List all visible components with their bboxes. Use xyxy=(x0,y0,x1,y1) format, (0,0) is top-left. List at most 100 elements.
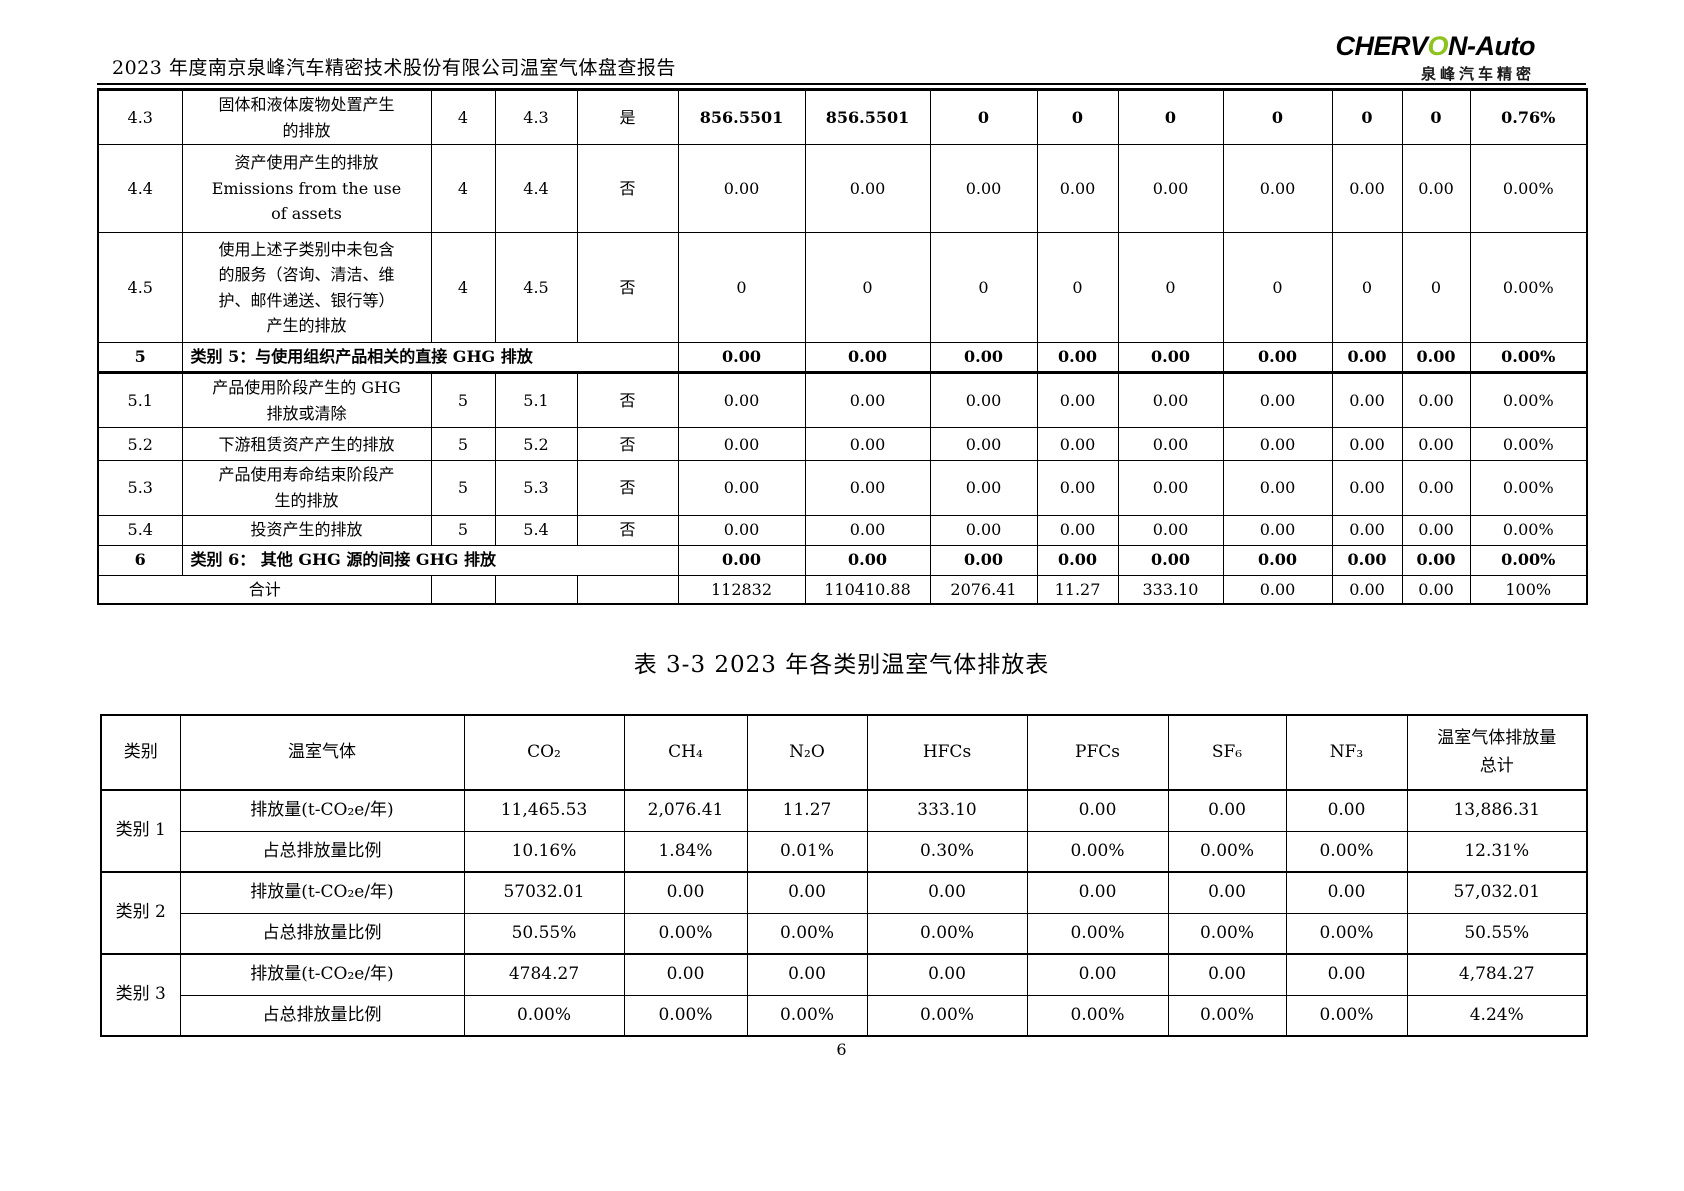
cell: 5 xyxy=(430,460,496,516)
table-row: 5.4 投资产生的排放 5 5.4 否 0.00 0.00 0.00 0.00 … xyxy=(97,514,1588,546)
total-row: 合计 112832 110410.88 2076.41 11.27 333.10… xyxy=(97,574,1588,605)
cell: 否 xyxy=(576,460,679,516)
category-name-cell: 类别 5：与使用组织产品相关的直接 GHG 排放 xyxy=(181,342,679,375)
value-cell: 0.00% xyxy=(1469,144,1588,234)
value-cell: 0.00 xyxy=(929,372,1038,429)
value-cell: 0.00 xyxy=(929,460,1038,516)
value-cell: 0.00 xyxy=(1222,574,1333,605)
cell: 4.4 xyxy=(494,144,578,234)
value-cell: 0.00 xyxy=(1167,871,1287,914)
value-cell: 0.00% xyxy=(1469,544,1588,576)
category-label-cell: 类别 1 xyxy=(100,789,181,873)
value-cell: 0.00 xyxy=(1167,789,1287,832)
value-cell: 0.00% xyxy=(1285,912,1408,955)
header-cell: 温室气体 xyxy=(179,714,465,791)
value-cell: 0.00 xyxy=(804,544,931,576)
cell: 否 xyxy=(576,514,679,546)
value-cell: 0.00 xyxy=(804,342,931,375)
category-1-share-row: 占总排放量比例 10.16% 1.84% 0.01% 0.30% 0.00% 0… xyxy=(101,830,1588,873)
value-cell: 0.00 xyxy=(1331,427,1403,462)
value-cell: 0.00 xyxy=(1036,342,1119,375)
value-cell: 0.00% xyxy=(1469,372,1588,429)
empty-cell xyxy=(494,574,578,605)
metric-label-cell: 占总排放量比例 xyxy=(179,994,465,1037)
value-cell: 0.00 xyxy=(677,342,806,375)
value-cell: 0.00 xyxy=(804,514,931,546)
value-cell: 333.10 xyxy=(1117,574,1224,605)
table-row: 5.1 产品使用阶段产生的 GHG 排放或清除 5 5.1 否 0.00 0.0… xyxy=(97,372,1588,429)
value-cell: 0.00 xyxy=(1401,427,1471,462)
value-cell: 0.00 xyxy=(1222,514,1333,546)
header-row: 类别 温室气体 CO₂ CH₄ N₂O HFCs PFCs SF₆ NF₃ 温室… xyxy=(100,714,1588,791)
value-cell: 0.00 xyxy=(804,144,931,234)
value-cell: 0.00 xyxy=(866,871,1028,914)
value-cell: 0.00% xyxy=(746,994,868,1037)
value-cell: 0.00% xyxy=(866,994,1028,1037)
row-id-cell: 6 xyxy=(97,544,183,576)
page-number: 6 xyxy=(836,1040,847,1059)
value-cell: 50.55% xyxy=(1406,912,1588,955)
value-cell: 4784.27 xyxy=(463,953,625,996)
value-cell: 100% xyxy=(1469,574,1588,605)
cell: 5.4 xyxy=(494,514,578,546)
value-cell: 0.00% xyxy=(1167,830,1287,873)
report-header-title: 2023 年度南京泉峰汽车精密技术股份有限公司温室气体盘查报告 xyxy=(112,57,676,79)
value-cell: 0.00% xyxy=(1469,427,1588,462)
table-row: 4.3 固体和液体废物处置产生 的排放 4 4.3 是 856.5501 856… xyxy=(97,88,1588,146)
value-cell: 0.00 xyxy=(1222,342,1333,375)
row-id-cell: 4.3 xyxy=(97,88,183,146)
value-cell: 0.00 xyxy=(746,871,868,914)
value-cell: 0.00 xyxy=(804,427,931,462)
value-cell: 0.00% xyxy=(1469,342,1588,375)
value-cell: 856.5501 xyxy=(677,88,806,146)
header-cell: SF₆ xyxy=(1167,714,1287,791)
value-cell: 0.00 xyxy=(929,514,1038,546)
value-cell: 0.30% xyxy=(866,830,1028,873)
value-cell: 0.00 xyxy=(1331,372,1403,429)
header-cell: N₂O xyxy=(746,714,868,791)
value-cell: 0.00 xyxy=(929,342,1038,375)
row-id-cell: 5 xyxy=(97,342,183,375)
value-cell: 0.00 xyxy=(1331,544,1403,576)
value-cell: 0.00 xyxy=(623,871,748,914)
value-cell: 13,886.31 xyxy=(1406,789,1588,832)
metric-label-cell: 排放量(t-CO₂e/年) xyxy=(179,953,465,996)
table-row: 4.4 资产使用产生的排放 Emissions from the use of … xyxy=(97,144,1588,234)
row-id-cell: 5.1 xyxy=(97,372,183,429)
value-cell: 0.00 xyxy=(677,144,806,234)
value-cell: 0.00 xyxy=(677,514,806,546)
value-cell: 0.00% xyxy=(1026,830,1169,873)
cell: 5.1 xyxy=(494,372,578,429)
value-cell: 0.00% xyxy=(1167,994,1287,1037)
value-cell: 0 xyxy=(1331,88,1403,146)
value-cell: 0.00% xyxy=(1026,994,1169,1037)
metric-label-cell: 占总排放量比例 xyxy=(179,830,465,873)
value-cell: 0.00 xyxy=(677,544,806,576)
cell: 否 xyxy=(576,427,679,462)
value-cell: 0.00 xyxy=(1285,871,1408,914)
value-cell: 0.00 xyxy=(1036,144,1119,234)
value-cell: 0.00 xyxy=(804,372,931,429)
cell: 4.3 xyxy=(494,88,578,146)
value-cell: 0.00 xyxy=(1117,144,1224,234)
row-name-cell: 产品使用阶段产生的 GHG 排放或清除 xyxy=(181,372,432,429)
value-cell: 0 xyxy=(929,232,1038,344)
value-cell: 0 xyxy=(1401,88,1471,146)
value-cell: 0.00 xyxy=(1117,514,1224,546)
logo-green-o: O xyxy=(1427,31,1449,61)
value-cell: 0.00 xyxy=(1117,544,1224,576)
category-label-cell: 类别 3 xyxy=(100,953,181,1037)
category-emissions-table: 类别 温室气体 CO₂ CH₄ N₂O HFCs PFCs SF₆ NF₃ 温室… xyxy=(100,714,1588,1037)
table-row: 5.3 产品使用寿命结束阶段产 生的排放 5 5.3 否 0.00 0.00 0… xyxy=(97,460,1588,516)
row-name-cell: 投资产生的排放 xyxy=(181,514,432,546)
header-divider xyxy=(97,83,1586,85)
value-cell: 11.27 xyxy=(746,789,868,832)
header-cell: NF₃ xyxy=(1285,714,1408,791)
value-cell: 0.00 xyxy=(1026,789,1169,832)
value-cell: 0.00% xyxy=(623,994,748,1037)
value-cell: 0.00 xyxy=(1401,544,1471,576)
value-cell: 0.00 xyxy=(1036,544,1119,576)
value-cell: 0.00 xyxy=(1036,427,1119,462)
value-cell: 0.00 xyxy=(1331,460,1403,516)
